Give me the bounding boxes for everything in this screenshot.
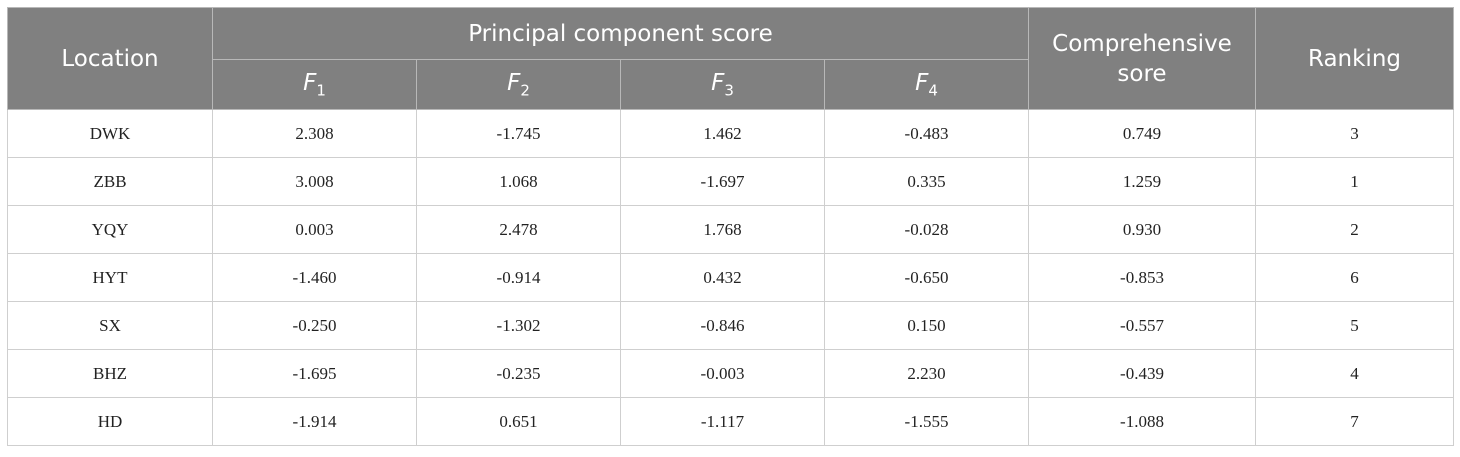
table-cell: -1.697 — [620, 157, 825, 206]
table-cell: -1.302 — [416, 301, 621, 350]
table-cell: 2.308 — [212, 109, 417, 158]
table-cell: -0.650 — [824, 253, 1029, 302]
table-cell: 0.749 — [1028, 109, 1256, 158]
table-row: ZBB 3.008 1.068 -1.697 0.335 1.259 1 — [7, 157, 1454, 206]
header-row: F1 F2 F3 F4 — [8, 59, 1454, 110]
table-row: BHZ -1.695 -0.235 -0.003 2.230 -0.439 4 — [7, 349, 1454, 398]
table-cell: 0.335 — [824, 157, 1029, 206]
table-cell: 0.651 — [416, 397, 621, 446]
table-cell: HD — [7, 397, 213, 446]
subscript: 2 — [520, 81, 530, 100]
table-cell: 1 — [1255, 157, 1454, 206]
table-cell: 5 — [1255, 301, 1454, 350]
table-cell: -1.460 — [212, 253, 417, 302]
table-cell: -1.555 — [824, 397, 1029, 446]
symbol: F — [915, 69, 929, 96]
table-cell: -1.745 — [416, 109, 621, 158]
table-row: HYT -1.460 -0.914 0.432 -0.650 -0.853 6 — [7, 253, 1454, 302]
table-body: DWK 2.308 -1.745 1.462 -0.483 0.749 3 ZBB 3.008 1… — [7, 109, 1454, 446]
table-cell: -0.853 — [1028, 253, 1256, 302]
header-cell: F2 — [416, 59, 621, 110]
symbol: F — [303, 69, 317, 96]
subscript: 3 — [724, 81, 734, 100]
table-cell: 3.008 — [212, 157, 417, 206]
table-cell: BHZ — [7, 349, 213, 398]
table-cell: 3 — [1255, 109, 1454, 158]
table-cell: -0.914 — [416, 253, 621, 302]
table-cell: 7 — [1255, 397, 1454, 446]
header-cell: Ranking — [1255, 7, 1454, 110]
table-cell: 1.462 — [620, 109, 825, 158]
table-cell: 2.230 — [824, 349, 1029, 398]
table-cell: SX — [7, 301, 213, 350]
header-cell: F1 — [212, 59, 417, 110]
header-cell: Principal component score — [212, 7, 1029, 60]
table-cell: HYT — [7, 253, 213, 302]
subscript: 4 — [928, 81, 938, 100]
table-cell: 2.478 — [416, 205, 621, 254]
table-cell: 1.068 — [416, 157, 621, 206]
table-row: SX -0.250 -1.302 -0.846 0.150 -0.557 5 — [7, 301, 1454, 350]
table-cell: -1.088 — [1028, 397, 1256, 446]
table-cell: -0.028 — [824, 205, 1029, 254]
table-cell: 0.432 — [620, 253, 825, 302]
table-cell: -0.235 — [416, 349, 621, 398]
table-cell: 1.259 — [1028, 157, 1256, 206]
table-cell: -0.557 — [1028, 301, 1256, 350]
header-cell: F3 — [620, 59, 825, 110]
symbol: F — [507, 69, 521, 96]
table-cell: -0.483 — [824, 109, 1029, 158]
table-cell: -1.695 — [212, 349, 417, 398]
table-cell: 0.150 — [824, 301, 1029, 350]
header-cell: Comprehensive sore — [1028, 7, 1256, 110]
table-cell: YQY — [7, 205, 213, 254]
table-cell: 0.003 — [212, 205, 417, 254]
table-cell: 6 — [1255, 253, 1454, 302]
table-container: Location Principal component score Compr… — [7, 7, 1454, 446]
table-cell: 4 — [1255, 349, 1454, 398]
symbol: F — [711, 69, 725, 96]
table-row: YQY 0.003 2.478 1.768 -0.028 0.930 2 — [7, 205, 1454, 254]
table-cell: -0.250 — [212, 301, 417, 350]
table-cell: 2 — [1255, 205, 1454, 254]
table-cell: 0.930 — [1028, 205, 1256, 254]
table-cell: DWK — [7, 109, 213, 158]
table-cell: 1.768 — [620, 205, 825, 254]
table-row: HD -1.914 0.651 -1.117 -1.555 -1.088 7 — [7, 397, 1454, 446]
table-cell: -0.003 — [620, 349, 825, 398]
data-table: Location Principal component score Compr… — [7, 7, 1454, 446]
table-cell: -0.846 — [620, 301, 825, 350]
table-row: DWK 2.308 -1.745 1.462 -0.483 0.749 3 — [7, 109, 1454, 158]
header-cell: F4 — [824, 59, 1029, 110]
table-cell: -0.439 — [1028, 349, 1256, 398]
table-cell: -1.914 — [212, 397, 417, 446]
subscript: 1 — [316, 81, 326, 100]
table-cell: -1.117 — [620, 397, 825, 446]
table-cell: ZBB — [7, 157, 213, 206]
header-cell: Location — [7, 7, 213, 110]
